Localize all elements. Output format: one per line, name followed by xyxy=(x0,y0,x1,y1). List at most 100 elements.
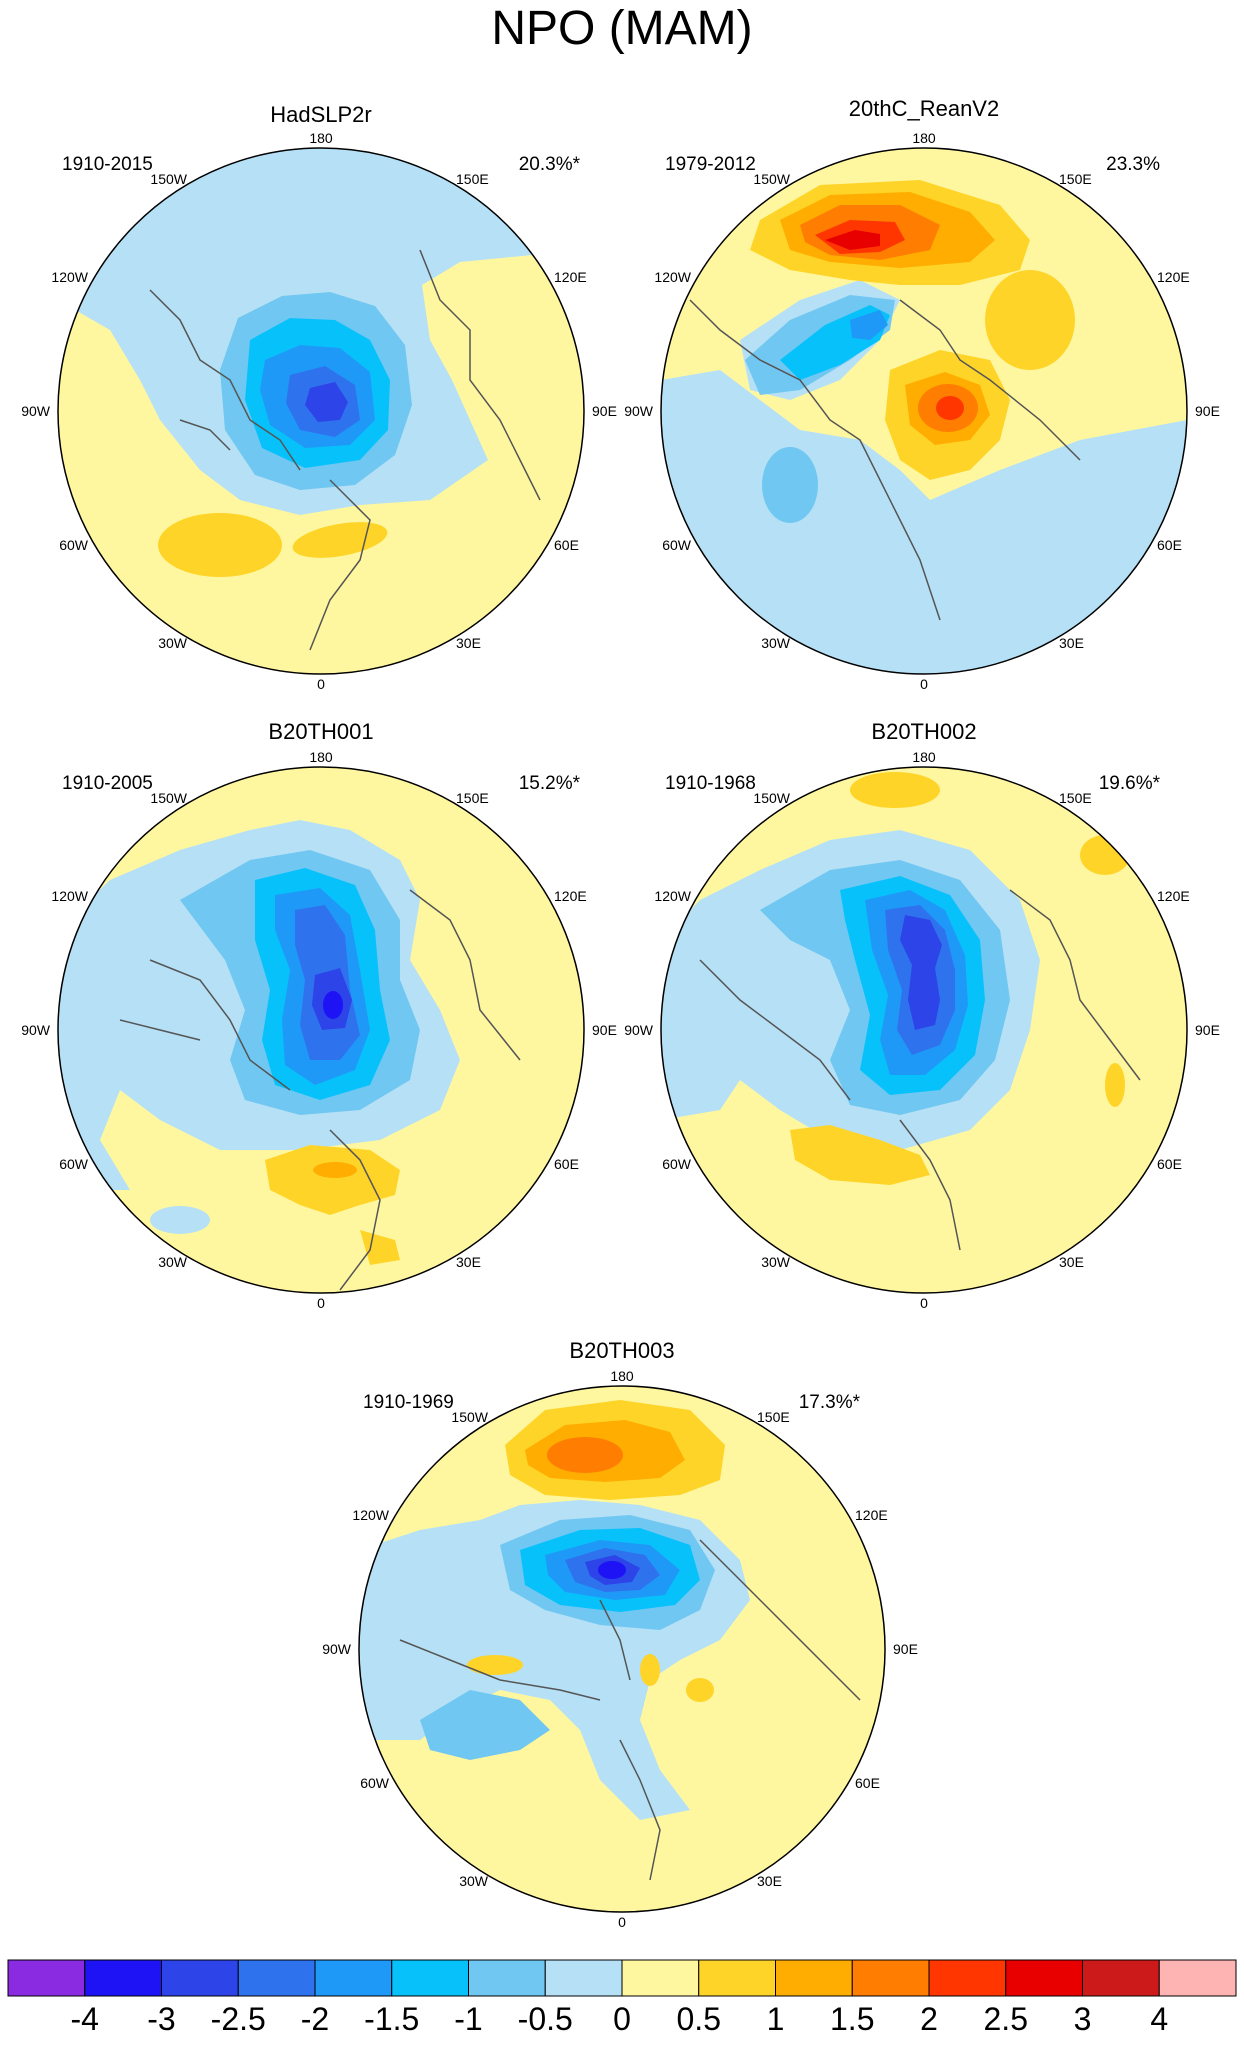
longitude-labels: 180 0 90W 90E 150W 120W 150E 120E 60W 30… xyxy=(624,749,1220,1311)
panel-title: B20TH003 xyxy=(569,1338,674,1363)
lon-label-180: 180 xyxy=(912,749,936,765)
lon-label-60w: 60W xyxy=(360,1775,390,1791)
contour-level-0.5 xyxy=(1080,835,1130,875)
lon-label-90e: 90E xyxy=(893,1641,918,1657)
contour-level--3.5 xyxy=(598,1561,626,1579)
lon-label-150e: 150E xyxy=(456,790,489,806)
colorbar-tick-label: 0 xyxy=(613,2001,631,2037)
panel-period: 1979-2012 xyxy=(665,154,756,175)
contour-level--0.5 xyxy=(661,370,1187,674)
map-panel-20thc-reanv2: 20thC_ReanV2 1979-2012 23.3% xyxy=(624,96,1220,692)
colorbar-tick-label: -4 xyxy=(71,2001,99,2037)
lon-label-150e: 150E xyxy=(1059,790,1092,806)
lon-label-120e: 120E xyxy=(1157,888,1190,904)
contour-level--1 xyxy=(762,447,818,523)
contour-level-0.5 xyxy=(360,1230,400,1265)
contour-level-0.5 xyxy=(292,522,388,558)
lon-label-120e: 120E xyxy=(554,269,587,285)
lon-label-60e: 60E xyxy=(554,1156,579,1172)
coastline-outline xyxy=(149,249,541,651)
contour-level-0.5 xyxy=(985,270,1075,370)
lon-label-60e: 60E xyxy=(855,1775,880,1791)
lon-label-90e: 90E xyxy=(1195,403,1220,419)
contour-level--0.5 xyxy=(661,1010,740,1070)
colorbar-tick-label: 3 xyxy=(1074,2001,1092,2037)
contour-level-0.5 xyxy=(1105,1063,1125,1107)
contour-level--2 xyxy=(850,310,888,340)
lon-label-60e: 60E xyxy=(1157,537,1182,553)
colorbar-swatch xyxy=(1005,1959,1083,1997)
contour-level--1 xyxy=(420,1690,550,1760)
map-boundary xyxy=(57,147,585,675)
map-panel-b20th003: B20TH003 1910-1969 17.3%* xyxy=(322,1338,918,1930)
longitude-labels: 180 0 90W 90E 150W 120W 150E 120E 60W 30… xyxy=(21,130,617,692)
panel-variance: 15.2%* xyxy=(519,773,581,794)
panel-variance: 17.3%* xyxy=(799,1392,861,1413)
contour-level-0.5 xyxy=(158,513,282,577)
colorbar-tick-label: 1.5 xyxy=(830,2001,874,2037)
lon-label-60w: 60W xyxy=(662,537,692,553)
contour-level-0.5 xyxy=(850,772,940,808)
lon-label-120e: 120E xyxy=(554,888,587,904)
colorbar-swatch xyxy=(84,1959,162,1997)
longitude-labels: 180 0 90W 90E 150W 120W 150E 120E 60W 30… xyxy=(322,1368,918,1930)
lon-label-120w: 120W xyxy=(654,269,691,285)
panel-title: B20TH001 xyxy=(268,719,373,744)
lon-label-120w: 120W xyxy=(51,888,88,904)
lon-label-30w: 30W xyxy=(459,1873,489,1889)
lon-label-120w: 120W xyxy=(654,888,691,904)
lon-label-30w: 30W xyxy=(761,635,791,651)
lon-label-30e: 30E xyxy=(757,1873,782,1889)
map-boundary xyxy=(660,147,1188,675)
contour-level--3 xyxy=(305,382,348,422)
contour-level--3 xyxy=(900,915,942,1030)
panel-title: HadSLP2r xyxy=(270,102,372,127)
contour-level-0.5 xyxy=(467,1655,523,1675)
colorbar-tick-label: -3 xyxy=(147,2001,175,2037)
lon-label-180: 180 xyxy=(610,1368,634,1384)
lon-label-120e: 120E xyxy=(855,1507,888,1523)
colorbar-swatch xyxy=(544,1959,623,1997)
colorbar: -4 -3 -2.5 -2 -1.5 -1 -0.5 0 0.5 1 1.5 2 2.5 3 4 xyxy=(7,1959,1237,2037)
panel-title: 20thC_ReanV2 xyxy=(849,96,999,121)
longitude-labels: 180 0 90W 90E 150W 120W 150E 120E 60W 30… xyxy=(624,130,1220,692)
contour-level-0.5 xyxy=(265,1145,400,1215)
lon-label-150w: 150W xyxy=(150,171,187,187)
lon-label-120e: 120E xyxy=(1157,269,1190,285)
lon-label-60e: 60E xyxy=(1157,1156,1182,1172)
contour-level-0.5 xyxy=(686,1678,714,1702)
colorbar-swatch xyxy=(928,1959,1007,1997)
lon-label-30e: 30E xyxy=(456,635,481,651)
panel-period: 1910-2005 xyxy=(62,773,153,794)
colorbar-tick-label: 2.5 xyxy=(984,2001,1028,2037)
lon-label-30e: 30E xyxy=(456,1254,481,1270)
lon-label-150w: 150W xyxy=(451,1409,488,1425)
colorbar-swatch xyxy=(698,1959,776,1997)
colorbar-swatch xyxy=(314,1959,393,1997)
colorbar-tick-label: -0.5 xyxy=(518,2001,573,2037)
colorbar-swatch xyxy=(391,1959,469,1997)
lon-label-30w: 30W xyxy=(761,1254,791,1270)
lon-label-90e: 90E xyxy=(1195,1022,1220,1038)
coastline-outline xyxy=(689,299,1081,621)
contour-field xyxy=(359,1386,885,1912)
coastline-outline xyxy=(399,1539,861,1881)
map-boundary xyxy=(358,1385,886,1913)
lon-label-90w: 90W xyxy=(21,403,51,419)
lon-label-60w: 60W xyxy=(662,1156,692,1172)
lon-label-90w: 90W xyxy=(624,1022,654,1038)
lon-label-150e: 150E xyxy=(456,171,489,187)
lon-label-30e: 30E xyxy=(1059,635,1084,651)
panel-title: B20TH002 xyxy=(871,719,976,744)
lon-label-0: 0 xyxy=(920,676,928,692)
map-panel-b20th002: B20TH002 1910-1968 19.6%* 180 xyxy=(624,719,1220,1311)
lon-label-60w: 60W xyxy=(59,537,89,553)
lon-label-60w: 60W xyxy=(59,1156,89,1172)
lon-label-90e: 90E xyxy=(592,1022,617,1038)
figure-title: NPO (MAM) xyxy=(491,2,752,55)
lon-label-90w: 90W xyxy=(322,1641,352,1657)
coastline-outline xyxy=(699,889,1141,1251)
lon-label-0: 0 xyxy=(920,1295,928,1311)
colorbar-swatch xyxy=(621,1959,700,1997)
